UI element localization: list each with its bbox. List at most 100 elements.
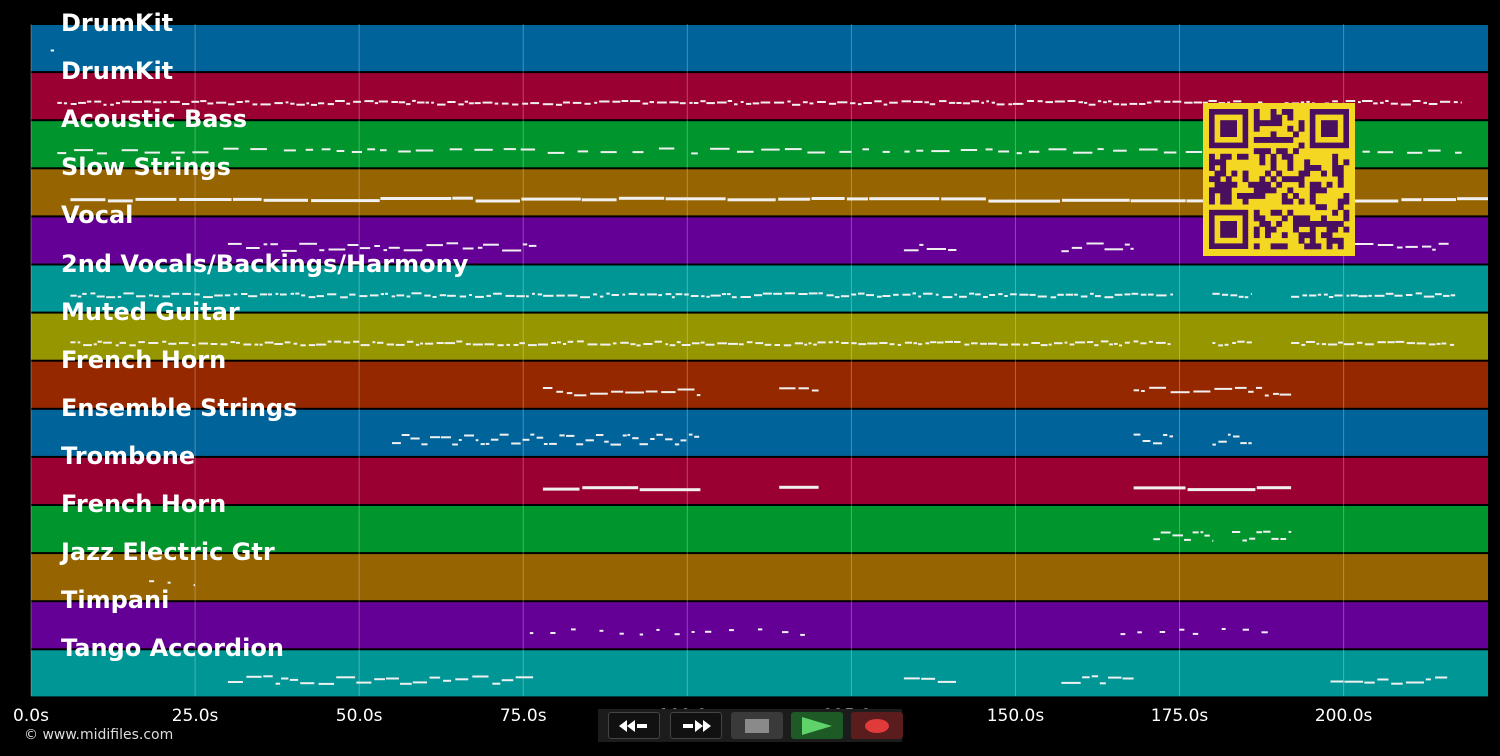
note	[1244, 296, 1249, 299]
note	[444, 342, 455, 345]
note	[274, 343, 283, 345]
fast-forward-button[interactable]	[670, 712, 722, 739]
note	[403, 249, 423, 252]
note	[96, 295, 105, 298]
note	[731, 296, 737, 299]
note	[484, 343, 494, 346]
note	[1364, 681, 1375, 684]
note	[1385, 292, 1394, 295]
note	[1338, 341, 1343, 344]
note	[290, 292, 295, 295]
note	[1130, 199, 1186, 203]
track-label: Muted Guitar	[61, 297, 240, 326]
note	[1309, 294, 1317, 297]
note	[746, 102, 752, 105]
note	[828, 341, 833, 344]
note	[1264, 394, 1269, 397]
note	[400, 682, 412, 685]
note	[1212, 443, 1216, 446]
track-label: Timpani	[61, 586, 170, 615]
note	[327, 293, 337, 296]
note	[123, 292, 134, 295]
note	[924, 101, 929, 104]
note	[1355, 243, 1374, 245]
note	[971, 342, 978, 345]
track-lane	[31, 457, 1488, 504]
note	[318, 682, 334, 685]
tick-label: 200.0s	[1314, 706, 1373, 726]
note	[391, 295, 396, 298]
note	[1045, 101, 1053, 104]
note	[203, 296, 213, 299]
note	[674, 443, 680, 446]
note	[877, 295, 882, 298]
note	[290, 102, 295, 105]
note	[1019, 293, 1029, 296]
note	[383, 249, 388, 252]
track-label: French Horn	[61, 345, 227, 374]
note	[70, 341, 76, 344]
note	[1170, 293, 1173, 296]
rewind-icon	[619, 719, 647, 732]
note	[647, 293, 657, 296]
note	[622, 434, 627, 437]
note	[492, 682, 501, 685]
note	[1377, 678, 1389, 681]
note	[594, 101, 598, 104]
note	[903, 677, 920, 680]
note	[318, 102, 325, 105]
note	[1109, 343, 1113, 346]
note	[475, 439, 479, 442]
note	[374, 102, 379, 105]
note	[606, 292, 610, 295]
note	[1037, 100, 1043, 103]
note	[701, 295, 705, 298]
note	[537, 293, 543, 296]
note	[639, 488, 701, 492]
note	[386, 343, 394, 346]
note	[1300, 101, 1305, 104]
note	[600, 151, 617, 154]
note	[611, 294, 619, 296]
note	[691, 152, 698, 155]
stop-button[interactable]	[731, 712, 783, 739]
note	[472, 675, 489, 678]
note	[179, 198, 232, 201]
note	[817, 101, 826, 103]
note	[542, 387, 553, 389]
note	[700, 341, 705, 344]
note	[857, 103, 862, 106]
note	[566, 392, 573, 395]
note	[612, 342, 617, 345]
rewind-button[interactable]	[608, 712, 660, 739]
note	[611, 390, 624, 393]
note	[567, 294, 578, 297]
note	[311, 199, 380, 203]
note	[1232, 342, 1236, 344]
track-label: Trombone	[61, 441, 196, 470]
note	[1214, 387, 1233, 390]
note	[1097, 148, 1104, 151]
transport-controls	[598, 709, 903, 742]
note	[773, 292, 782, 295]
note	[138, 341, 145, 344]
note	[846, 197, 868, 201]
note	[349, 293, 356, 296]
play-icon	[802, 716, 832, 735]
note	[639, 633, 644, 636]
note	[1234, 386, 1247, 389]
note	[960, 149, 978, 151]
note	[1069, 343, 1075, 346]
note	[919, 243, 924, 246]
note	[574, 394, 587, 397]
record-button[interactable]	[851, 712, 903, 739]
note	[415, 149, 434, 152]
note	[336, 676, 356, 679]
play-button[interactable]	[791, 712, 843, 739]
note	[406, 103, 411, 106]
note	[1248, 390, 1254, 393]
note	[415, 343, 420, 346]
track-lane	[31, 650, 1488, 697]
note	[162, 340, 167, 343]
note	[625, 391, 644, 394]
